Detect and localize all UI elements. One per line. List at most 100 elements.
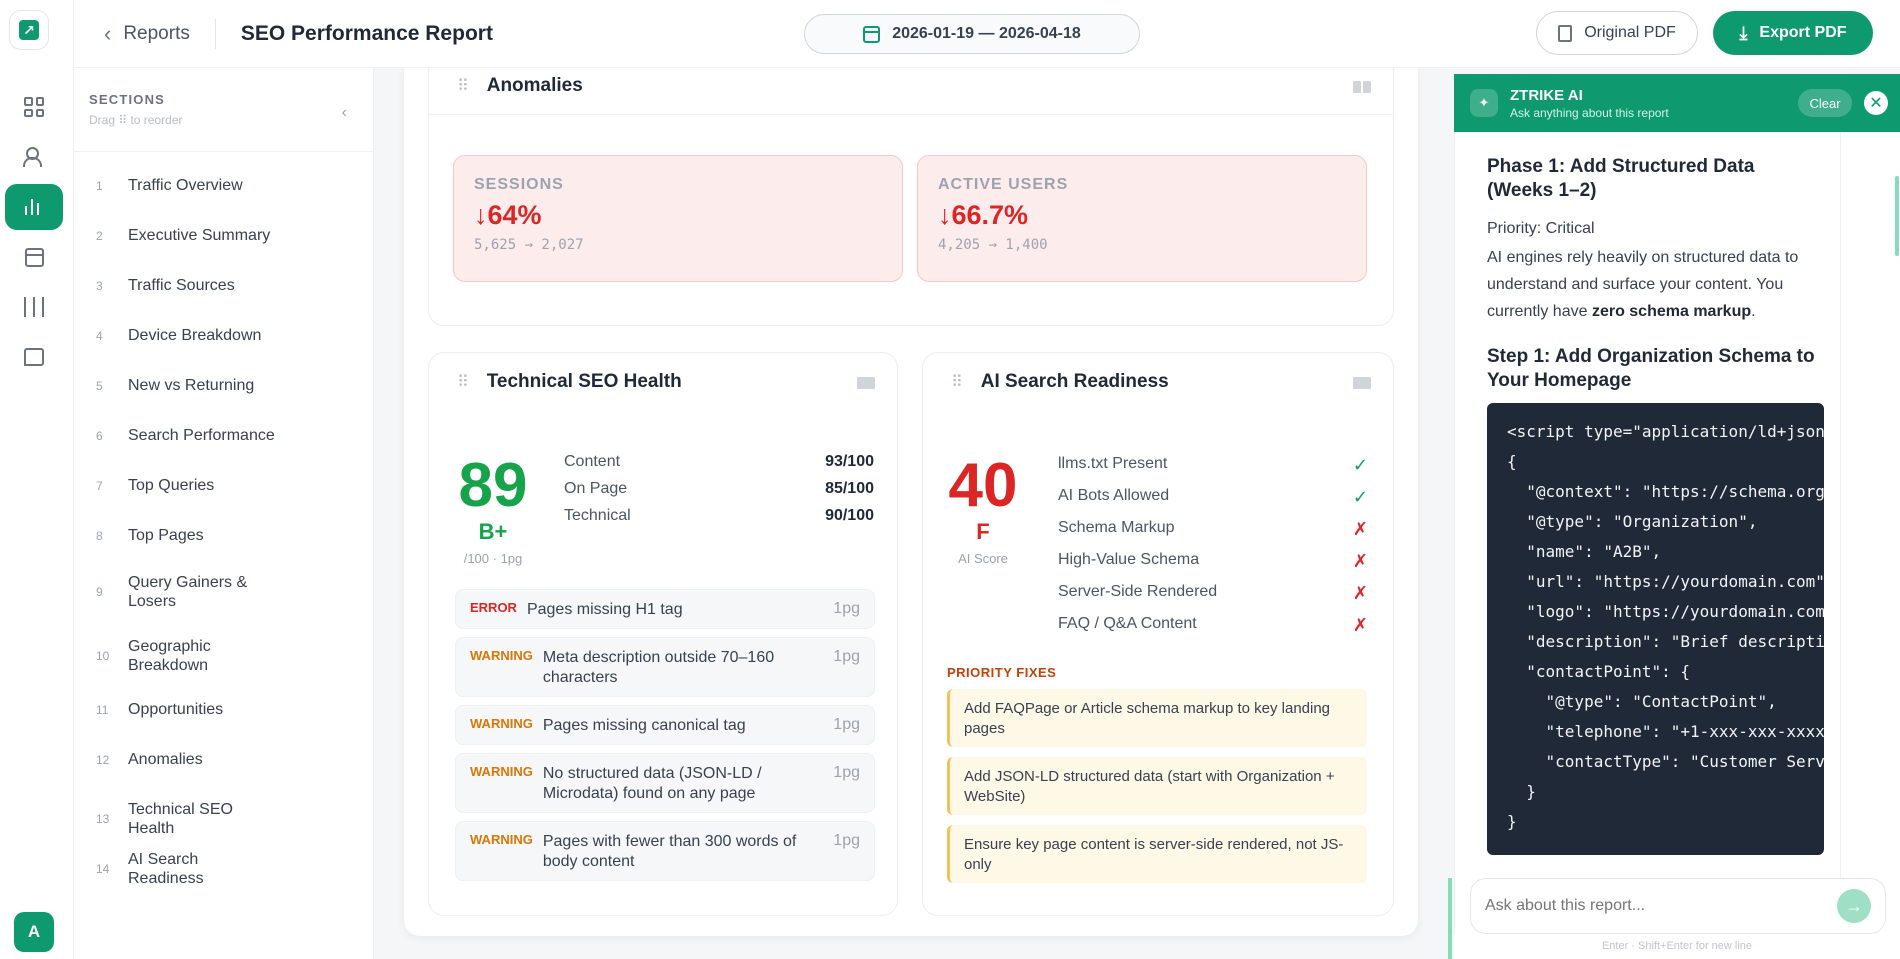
technical-score-sub: /100 · 1pg: [463, 551, 523, 566]
reports-nav-button[interactable]: [5, 184, 63, 230]
metric-label: Content: [564, 453, 621, 470]
app-logo[interactable]: ↗: [9, 10, 49, 50]
section-item[interactable]: 12 Anomalies: [96, 750, 366, 769]
issue-text: Pages missing H1 tag: [526, 601, 683, 618]
layout-toggle-icon[interactable]: [857, 377, 875, 389]
section-item[interactable]: 14 AI Search Readiness: [96, 850, 366, 888]
response-paragraph: AI engines rely heavily on structured da…: [1487, 244, 1824, 325]
section-number: 12: [96, 752, 110, 767]
technical-seo-card: ⠿ Technical SEO Health 89 B+ /100 · 1pg …: [428, 352, 898, 916]
section-item[interactable]: 4 Device Breakdown: [96, 326, 366, 345]
back-label: Reports: [123, 22, 190, 44]
section-item[interactable]: 7 Top Queries: [96, 476, 366, 495]
technical-score: 89: [458, 451, 528, 520]
section-label: Top Queries: [128, 477, 215, 494]
sections-panel: SECTIONS Drag ⠿ to reorder ‹ 1 Traffic Ov…: [74, 68, 374, 959]
date-range-picker[interactable]: 2026-01-19 — 2026-04-18: [804, 14, 1140, 54]
users-nav-button[interactable]: [5, 134, 63, 180]
response-priority: Priority: Critical: [1487, 220, 1595, 237]
export-pdf-label: Export PDF: [1759, 24, 1847, 41]
reports-icon: [25, 199, 43, 215]
ai-score-sub: AI Score: [958, 551, 1008, 566]
layout-toggle-icon[interactable]: [1353, 81, 1371, 93]
metric-label: Technical: [564, 507, 631, 524]
section-label: Traffic Sources: [128, 277, 235, 294]
section-item[interactable]: 1 Traffic Overview: [96, 176, 366, 195]
section-item[interactable]: 13 Technical SEO Health: [96, 800, 366, 838]
drag-handle-icon[interactable]: ⠿: [457, 374, 469, 391]
dashboard-icon: [24, 97, 44, 117]
anomalies-card: ⠿ Anomalies SESSIONS ↓64% 5,625 → 2,027 …: [428, 68, 1394, 326]
send-arrow-icon[interactable]: →: [1837, 889, 1871, 923]
chat-nav-button[interactable]: [5, 334, 63, 380]
section-number: 5: [96, 378, 103, 393]
check-mark-icon: ✓: [1352, 487, 1368, 507]
issue-severity: WARNING: [470, 716, 533, 731]
section-number: 7: [96, 478, 103, 493]
section-item[interactable]: 3 Traffic Sources: [96, 276, 366, 295]
ai-input-box: →: [1470, 878, 1886, 934]
card-header: ⠿ AI Search Readiness: [923, 353, 1393, 411]
response-heading: Step 1: Add Organization Schema to Your …: [1487, 346, 1815, 391]
logo-icon: ↗: [19, 20, 39, 40]
anomaly-card-active-users: ACTIVE USERS ↓66.7% 4,205 → 1,400: [917, 155, 1367, 282]
paragraph-text: AI engines rely heavily on structured da…: [1487, 249, 1799, 320]
settings-sliders-icon: [24, 297, 44, 317]
layout-toggle-icon[interactable]: [1353, 377, 1371, 389]
users-icon: [23, 147, 45, 167]
section-label: New vs Returning: [128, 377, 255, 394]
section-item[interactable]: 11 Opportunities: [96, 700, 366, 719]
ai-chat-body[interactable]: Phase 1: Add Structured Data (Weeks 1–2)…: [1454, 132, 1841, 934]
section-item[interactable]: 2 Executive Summary: [96, 226, 366, 245]
settings-nav-button[interactable]: [5, 284, 63, 330]
ai-panel-title: ZTRIKE AI: [1510, 86, 1583, 104]
section-label: Search Performance: [128, 427, 275, 444]
check-label: AI Bots Allowed: [1058, 487, 1170, 504]
panel-resize-handle[interactable]: [1448, 878, 1452, 959]
card-title: Anomalies: [486, 74, 583, 96]
close-icon[interactable]: ✕: [1864, 91, 1888, 115]
ai-grade: F: [976, 519, 990, 544]
check-mark-icon: ✓: [1352, 455, 1368, 475]
ai-question-input[interactable]: [1485, 897, 1837, 915]
technical-grade: B+: [478, 519, 508, 544]
check-label: Server-Side Rendered: [1058, 583, 1218, 600]
anomaly-value: ↓64%: [474, 200, 542, 230]
section-item[interactable]: 5 New vs Returning: [96, 376, 366, 395]
calendar-nav-button[interactable]: [5, 234, 63, 280]
readiness-check-row: FAQ / Q&A Content ✗: [1058, 615, 1368, 636]
back-to-reports-link[interactable]: ‹ Reports: [104, 21, 190, 47]
card-title: AI Search Readiness: [980, 371, 1169, 392]
clear-chat-button[interactable]: Clear: [1798, 89, 1852, 117]
paragraph-emphasis: zero schema markup: [1591, 303, 1752, 320]
issue-row: WARNING Pages with fewer than 300 words …: [455, 821, 875, 881]
export-pdf-button[interactable]: ⤓ Export PDF: [1713, 11, 1873, 55]
section-item[interactable]: 10 Geographic Breakdown: [96, 637, 366, 675]
header-divider: [214, 18, 216, 49]
issue-severity: ERROR: [470, 600, 517, 615]
drag-handle-icon[interactable]: ⠿: [951, 374, 963, 391]
metric-row: On Page 85/100: [564, 480, 874, 498]
cross-mark-icon: ✗: [1352, 551, 1368, 571]
section-item[interactable]: 9 Query Gainers & Losers: [96, 573, 366, 611]
issue-row: WARNING Meta description outside 70–160 …: [455, 637, 875, 697]
check-label: Schema Markup: [1058, 519, 1175, 536]
section-number: 1: [96, 178, 103, 193]
section-number: 14: [96, 862, 110, 876]
section-label: Technical SEO Health: [128, 801, 233, 837]
check-label: llms.txt Present: [1058, 455, 1168, 472]
dashboard-nav-button[interactable]: [5, 84, 63, 130]
anomaly-value: ↓66.7%: [938, 200, 1029, 230]
collapse-panel-icon[interactable]: ‹: [341, 104, 347, 121]
left-rail: ↗ A: [0, 0, 74, 959]
original-pdf-button[interactable]: Original PDF: [1536, 11, 1698, 55]
cross-mark-icon: ✗: [1352, 583, 1368, 603]
user-avatar[interactable]: A: [14, 912, 54, 952]
metric-value: 93/100: [825, 453, 874, 470]
section-item[interactable]: 6 Search Performance: [96, 426, 366, 445]
scrollbar-thumb[interactable]: [1895, 176, 1899, 256]
original-pdf-label: Original PDF: [1584, 24, 1676, 41]
drag-handle-icon[interactable]: ⠿: [457, 77, 469, 95]
section-item[interactable]: 8 Top Pages: [96, 526, 366, 545]
ai-readiness-card: ⠿ AI Search Readiness 40 F AI Score llms…: [922, 352, 1394, 916]
